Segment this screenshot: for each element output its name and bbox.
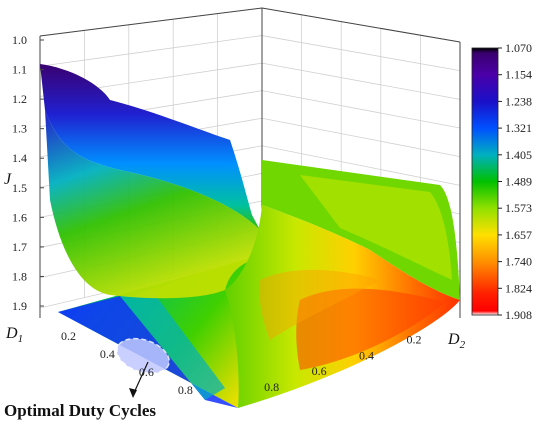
colorbar-tick-label: 1.824 [505, 281, 532, 295]
z-tick-label: 1.8 [12, 269, 27, 283]
d1-tick-label: 0.6 [139, 365, 154, 379]
surface-top-sheet [40, 64, 260, 230]
d2-tick-label: 0.8 [264, 380, 279, 394]
optimal-annotation: Optimal Duty Cycles [4, 401, 156, 420]
optimal-arrow-line [132, 361, 149, 396]
d2-tick-label: 0.2 [407, 333, 422, 347]
z-tick-label: 1.9 [12, 299, 27, 313]
colorbar-tick-label: 1.070 [505, 41, 532, 55]
colorbar-tick-label: 1.238 [505, 94, 532, 108]
colorbar-tick-label: 1.154 [505, 68, 532, 82]
colorbar-tick-label: 1.657 [505, 228, 532, 242]
optimal-region-marker [116, 337, 170, 375]
z-tick-label: 1.4 [12, 151, 27, 165]
d2-tick-label: 0.6 [312, 364, 327, 378]
d1-axis-ticks: 0.2 0.4 0.6 0.8 [61, 329, 193, 397]
d2-axis-label: D2 [447, 331, 466, 351]
surface-step-face [45, 110, 262, 299]
z-tick-label: 1.5 [12, 181, 27, 195]
z-tick-label: 1.0 [12, 33, 27, 47]
colorbar-tick-label: 1.573 [505, 201, 532, 215]
z-axis-label: J [4, 171, 12, 188]
optimal-arrow-head [129, 388, 137, 398]
colorbar-tick-label: 1.908 [505, 308, 532, 322]
surface-front-orange [259, 269, 380, 340]
d1-tick-label: 0.8 [178, 383, 193, 397]
box-frame [39, 7, 461, 318]
d2-tick-label: 0.4 [359, 348, 374, 362]
colorbar-ticks: 1.070 1.154 1.238 1.321 1.405 1.489 1.573 1.657… [498, 41, 532, 322]
d1-axis-label: D1 [5, 325, 23, 345]
surface-right-plateau-light [300, 175, 452, 280]
floor-cyan-band [120, 288, 225, 400]
colorbar-tick-label: 1.489 [505, 175, 532, 189]
colorbar-tick-label: 1.321 [505, 121, 532, 135]
colorbar-tick-label: 1.405 [505, 148, 532, 162]
surface-front-redzone [296, 288, 445, 370]
d1-tick-label: 0.2 [61, 329, 76, 343]
z-tick-label: 1.3 [12, 122, 27, 136]
z-tick-label: 1.1 [12, 63, 27, 77]
colorbar [471, 47, 499, 316]
d2-axis-ticks: 0.2 0.4 0.6 0.8 [264, 333, 421, 394]
z-tick-label: 1.2 [12, 92, 27, 106]
z-axis-ticks: 1.0 1.1 1.2 1.3 1.4 1.5 1.6 1.7 1.8 1.9 [12, 33, 44, 313]
z-tick-label: 1.6 [12, 210, 27, 224]
z-tick-label: 1.7 [12, 240, 27, 254]
colorbar-tick-label: 1.740 [505, 255, 532, 269]
d1-tick-label: 0.4 [100, 347, 115, 361]
grid-line [39, 35, 461, 72]
